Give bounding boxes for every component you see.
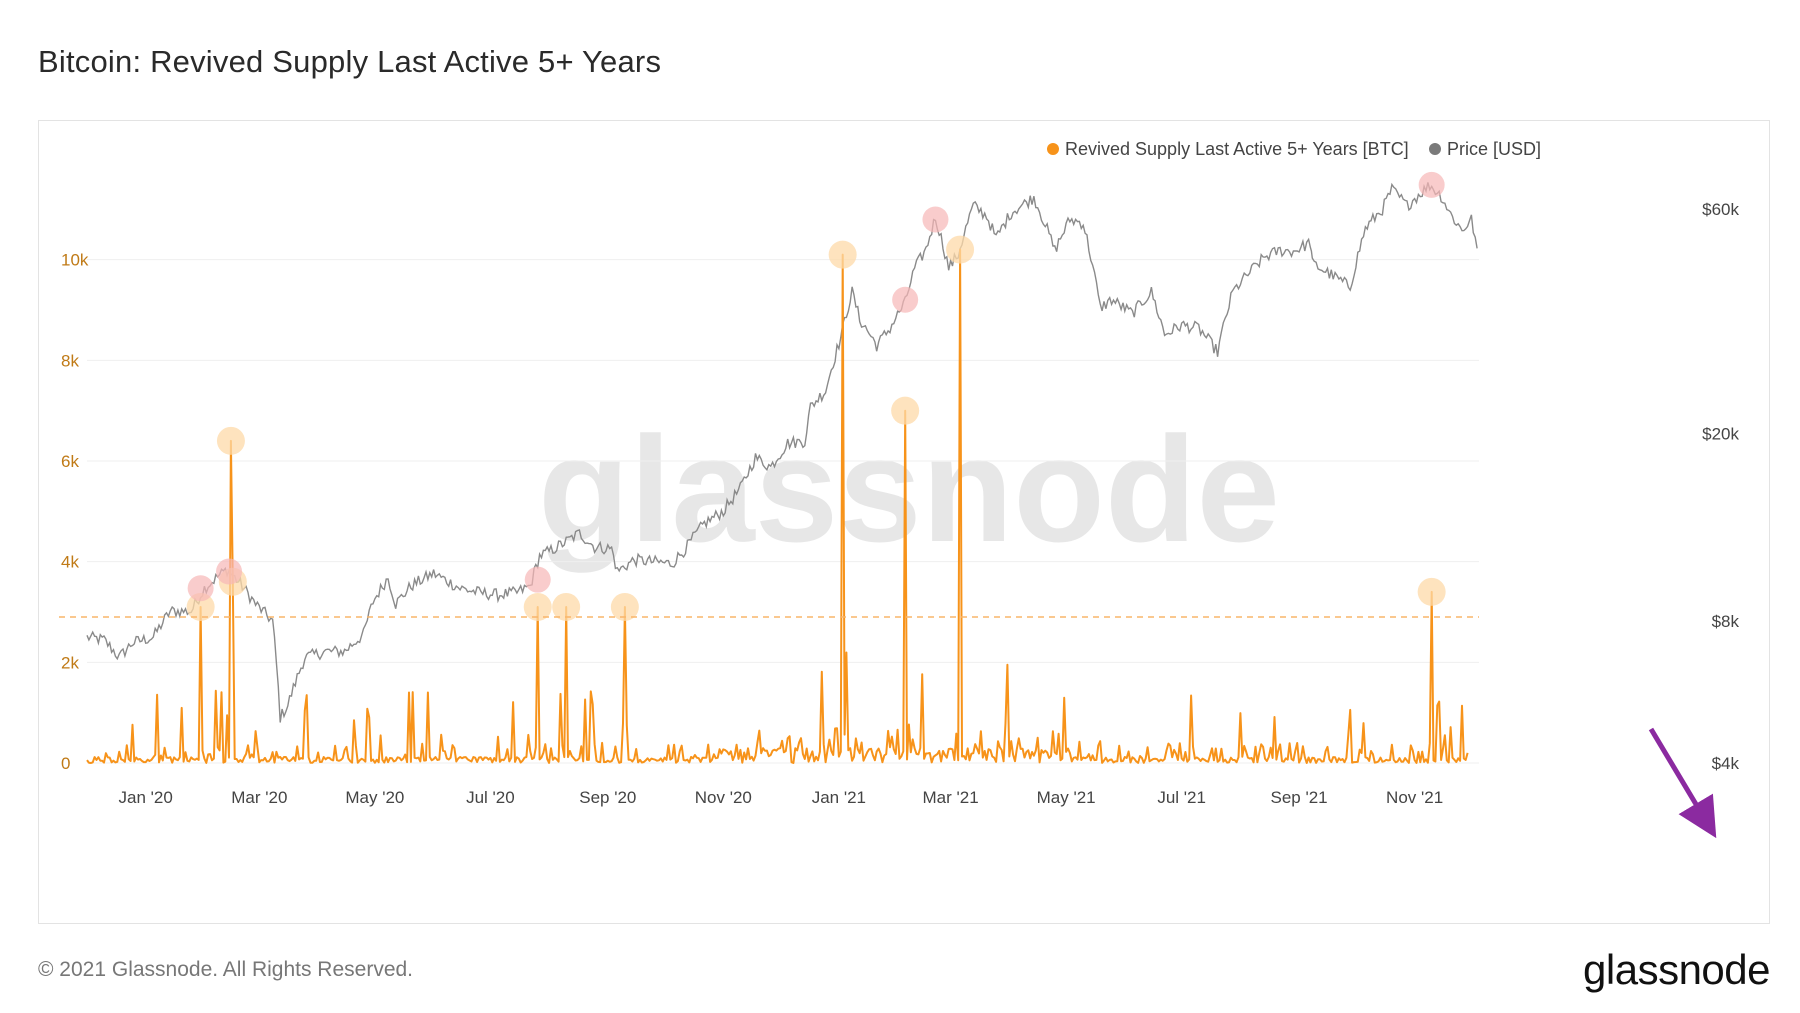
x-tick-label: Nov '20 xyxy=(695,788,752,807)
right-tick-label: $60k xyxy=(1702,200,1739,219)
x-tick-label: Sep '20 xyxy=(579,788,636,807)
price-peak-marker xyxy=(216,558,243,585)
left-tick-label: 6k xyxy=(61,452,79,471)
supply-peak-marker xyxy=(946,235,975,264)
x-tick-label: Nov '21 xyxy=(1386,788,1443,807)
chart-svg: glassnode 0 2k 4k 6k 8k 10k $4k $8k $20k $60k Ja… xyxy=(59,139,1739,839)
supply-peak-marker xyxy=(891,396,920,425)
supply-peak-marker xyxy=(828,240,857,269)
supply-peak-marker xyxy=(216,426,245,455)
copyright-text: © 2021 Glassnode. All Rights Reserved. xyxy=(38,958,414,981)
left-tick-label: 8k xyxy=(61,351,79,370)
price-peak-marker xyxy=(922,206,949,233)
x-tick-label: Mar '21 xyxy=(923,788,979,807)
x-tick-label: May '21 xyxy=(1037,788,1096,807)
left-axis: 0 2k 4k 6k 8k 10k xyxy=(61,251,89,773)
left-tick-label: 0 xyxy=(61,754,70,773)
chart-frame: glassnode 0 2k 4k 6k 8k 10k $4k $8k $20k $60k Ja… xyxy=(38,120,1770,924)
supply-line xyxy=(86,248,1469,764)
price-peak-marker xyxy=(524,566,551,593)
supply-series xyxy=(86,248,1469,764)
supply-peak-marker xyxy=(552,592,581,621)
left-tick-label: 4k xyxy=(61,553,79,572)
right-axis: $4k $8k $20k $60k xyxy=(1702,200,1739,773)
x-tick-label: Jan '20 xyxy=(119,788,173,807)
supply-peak-marker xyxy=(610,592,639,621)
supply-peak-marker xyxy=(523,592,552,621)
x-tick-label: May '20 xyxy=(345,788,404,807)
supply-peak-marker xyxy=(186,592,215,621)
price-series xyxy=(86,182,1478,723)
supply-peak-marker xyxy=(1417,577,1446,606)
legend: Revived Supply Last Active 5+ Years [BTC… xyxy=(1047,139,1541,159)
chart-title: Bitcoin: Revived Supply Last Active 5+ Y… xyxy=(38,44,662,79)
downward-arrow xyxy=(1648,727,1717,839)
left-tick-label: 10k xyxy=(61,251,89,270)
legend-marker xyxy=(1047,143,1059,155)
legend-label: Price [USD] xyxy=(1447,139,1541,159)
price-peak-marker xyxy=(892,286,919,313)
x-tick-label: Sep '21 xyxy=(1271,788,1328,807)
watermark-text: glassnode xyxy=(538,405,1280,573)
price-peak-marker xyxy=(1418,171,1445,198)
legend-marker xyxy=(1429,143,1441,155)
legend-label: Revived Supply Last Active 5+ Years [BTC… xyxy=(1065,139,1409,159)
right-tick-label: $4k xyxy=(1712,754,1740,773)
grid-lines xyxy=(87,259,1479,764)
peak-highlights xyxy=(186,171,1446,621)
x-tick-label: Jul '21 xyxy=(1157,788,1206,807)
x-tick-label: Jan '21 xyxy=(812,788,866,807)
x-axis: Jan '20 Mar '20 May '20 Jul '20 Sep '20 Nov '… xyxy=(119,788,1444,807)
price-peak-marker xyxy=(187,575,214,602)
glassnode-logo: glassnode xyxy=(1583,946,1770,993)
right-tick-label: $20k xyxy=(1702,425,1739,444)
right-tick-label: $8k xyxy=(1712,612,1740,631)
left-tick-label: 2k xyxy=(61,653,79,672)
price-line xyxy=(86,182,1478,723)
x-tick-label: Jul '20 xyxy=(466,788,515,807)
x-tick-label: Mar '20 xyxy=(231,788,287,807)
